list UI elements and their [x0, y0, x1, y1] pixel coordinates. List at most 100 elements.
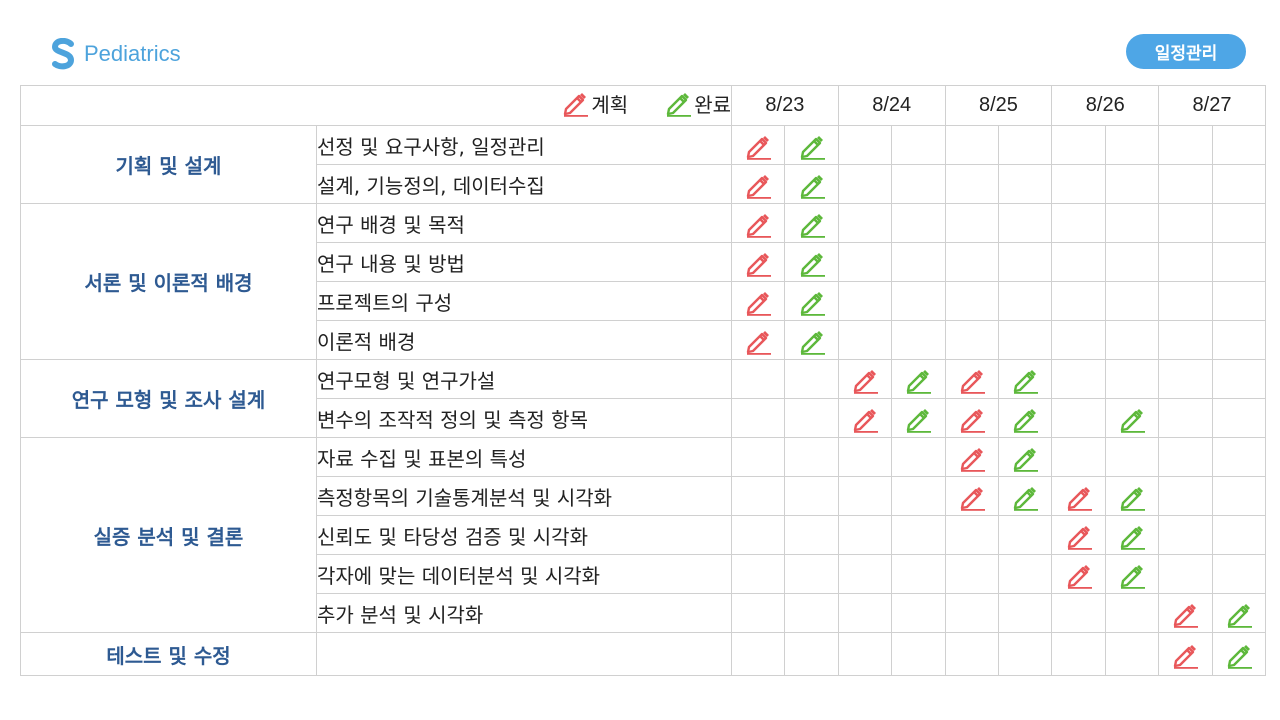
schedule-cell[interactable]: [1158, 320, 1213, 360]
schedule-cell[interactable]: [891, 320, 946, 360]
schedule-cell[interactable]: [1051, 320, 1106, 360]
schedule-cell[interactable]: [1104, 515, 1160, 555]
schedule-cell[interactable]: [944, 398, 999, 438]
schedule-cell[interactable]: [730, 398, 786, 438]
schedule-cell[interactable]: [891, 125, 946, 165]
schedule-cell[interactable]: [1211, 203, 1266, 243]
schedule-cell[interactable]: [944, 554, 999, 594]
schedule-cell[interactable]: [1104, 398, 1160, 438]
schedule-cell[interactable]: [997, 281, 1053, 321]
schedule-cell[interactable]: [837, 593, 893, 633]
schedule-cell[interactable]: [1104, 320, 1160, 360]
schedule-cell[interactable]: [784, 203, 839, 243]
schedule-cell[interactable]: [784, 320, 839, 360]
schedule-cell[interactable]: [1104, 476, 1160, 516]
schedule-cell[interactable]: [1104, 242, 1160, 282]
schedule-cell[interactable]: [784, 359, 839, 399]
schedule-cell[interactable]: [944, 476, 999, 516]
schedule-cell[interactable]: [997, 359, 1053, 399]
schedule-cell[interactable]: [944, 320, 999, 360]
schedule-cell[interactable]: [997, 515, 1053, 555]
schedule-cell[interactable]: [1104, 125, 1160, 165]
schedule-cell[interactable]: [1051, 437, 1106, 477]
schedule-cell[interactable]: [1158, 359, 1213, 399]
schedule-cell[interactable]: [997, 554, 1053, 594]
schedule-cell[interactable]: [837, 437, 893, 477]
schedule-cell[interactable]: [784, 554, 839, 594]
schedule-cell[interactable]: [1211, 437, 1266, 477]
schedule-cell[interactable]: [1104, 164, 1160, 204]
schedule-cell[interactable]: [1051, 164, 1106, 204]
schedule-cell[interactable]: [837, 203, 893, 243]
schedule-cell[interactable]: [891, 398, 946, 438]
schedule-cell[interactable]: [730, 359, 786, 399]
schedule-cell[interactable]: [784, 632, 839, 676]
schedule-cell[interactable]: [944, 281, 999, 321]
schedule-cell[interactable]: [997, 398, 1053, 438]
schedule-cell[interactable]: [784, 242, 839, 282]
schedule-cell[interactable]: [837, 632, 893, 676]
schedule-cell[interactable]: [997, 593, 1053, 633]
schedule-cell[interactable]: [1104, 203, 1160, 243]
schedule-cell[interactable]: [1211, 125, 1266, 165]
schedule-cell[interactable]: [730, 242, 786, 282]
schedule-cell[interactable]: [944, 125, 999, 165]
schedule-cell[interactable]: [837, 164, 893, 204]
schedule-cell[interactable]: [997, 320, 1053, 360]
schedule-cell[interactable]: [1158, 632, 1213, 676]
schedule-badge[interactable]: 일정관리: [1126, 34, 1246, 69]
schedule-cell[interactable]: [1211, 632, 1266, 676]
schedule-cell[interactable]: [730, 320, 786, 360]
schedule-cell[interactable]: [784, 476, 839, 516]
schedule-cell[interactable]: [1104, 632, 1160, 676]
schedule-cell[interactable]: [891, 203, 946, 243]
schedule-cell[interactable]: [1211, 281, 1266, 321]
schedule-cell[interactable]: [1051, 554, 1106, 594]
schedule-cell[interactable]: [1051, 515, 1106, 555]
schedule-cell[interactable]: [730, 632, 786, 676]
schedule-cell[interactable]: [944, 359, 999, 399]
schedule-cell[interactable]: [784, 398, 839, 438]
schedule-cell[interactable]: [1104, 281, 1160, 321]
schedule-cell[interactable]: [944, 437, 999, 477]
schedule-cell[interactable]: [1051, 281, 1106, 321]
schedule-cell[interactable]: [730, 437, 786, 477]
schedule-cell[interactable]: [837, 476, 893, 516]
schedule-cell[interactable]: [837, 515, 893, 555]
schedule-cell[interactable]: [1211, 242, 1266, 282]
schedule-cell[interactable]: [891, 515, 946, 555]
schedule-cell[interactable]: [784, 593, 839, 633]
schedule-cell[interactable]: [997, 203, 1053, 243]
schedule-cell[interactable]: [944, 203, 999, 243]
schedule-cell[interactable]: [891, 476, 946, 516]
schedule-cell[interactable]: [944, 164, 999, 204]
schedule-cell[interactable]: [997, 164, 1053, 204]
schedule-cell[interactable]: [1158, 554, 1213, 594]
schedule-cell[interactable]: [1211, 320, 1266, 360]
schedule-cell[interactable]: [1158, 242, 1213, 282]
schedule-cell[interactable]: [1211, 593, 1266, 633]
schedule-cell[interactable]: [1104, 593, 1160, 633]
schedule-cell[interactable]: [1158, 437, 1213, 477]
schedule-cell[interactable]: [730, 125, 786, 165]
schedule-cell[interactable]: [730, 476, 786, 516]
schedule-cell[interactable]: [1211, 398, 1266, 438]
schedule-cell[interactable]: [730, 554, 786, 594]
schedule-cell[interactable]: [997, 437, 1053, 477]
schedule-cell[interactable]: [1051, 203, 1106, 243]
schedule-cell[interactable]: [891, 632, 946, 676]
schedule-cell[interactable]: [837, 320, 893, 360]
schedule-cell[interactable]: [784, 164, 839, 204]
schedule-cell[interactable]: [1051, 125, 1106, 165]
schedule-cell[interactable]: [1158, 164, 1213, 204]
schedule-cell[interactable]: [997, 476, 1053, 516]
schedule-cell[interactable]: [997, 632, 1053, 676]
schedule-cell[interactable]: [837, 554, 893, 594]
schedule-cell[interactable]: [891, 281, 946, 321]
schedule-cell[interactable]: [944, 632, 999, 676]
schedule-cell[interactable]: [891, 554, 946, 594]
schedule-cell[interactable]: [730, 164, 786, 204]
schedule-cell[interactable]: [1158, 281, 1213, 321]
schedule-cell[interactable]: [730, 203, 786, 243]
schedule-cell[interactable]: [784, 281, 839, 321]
